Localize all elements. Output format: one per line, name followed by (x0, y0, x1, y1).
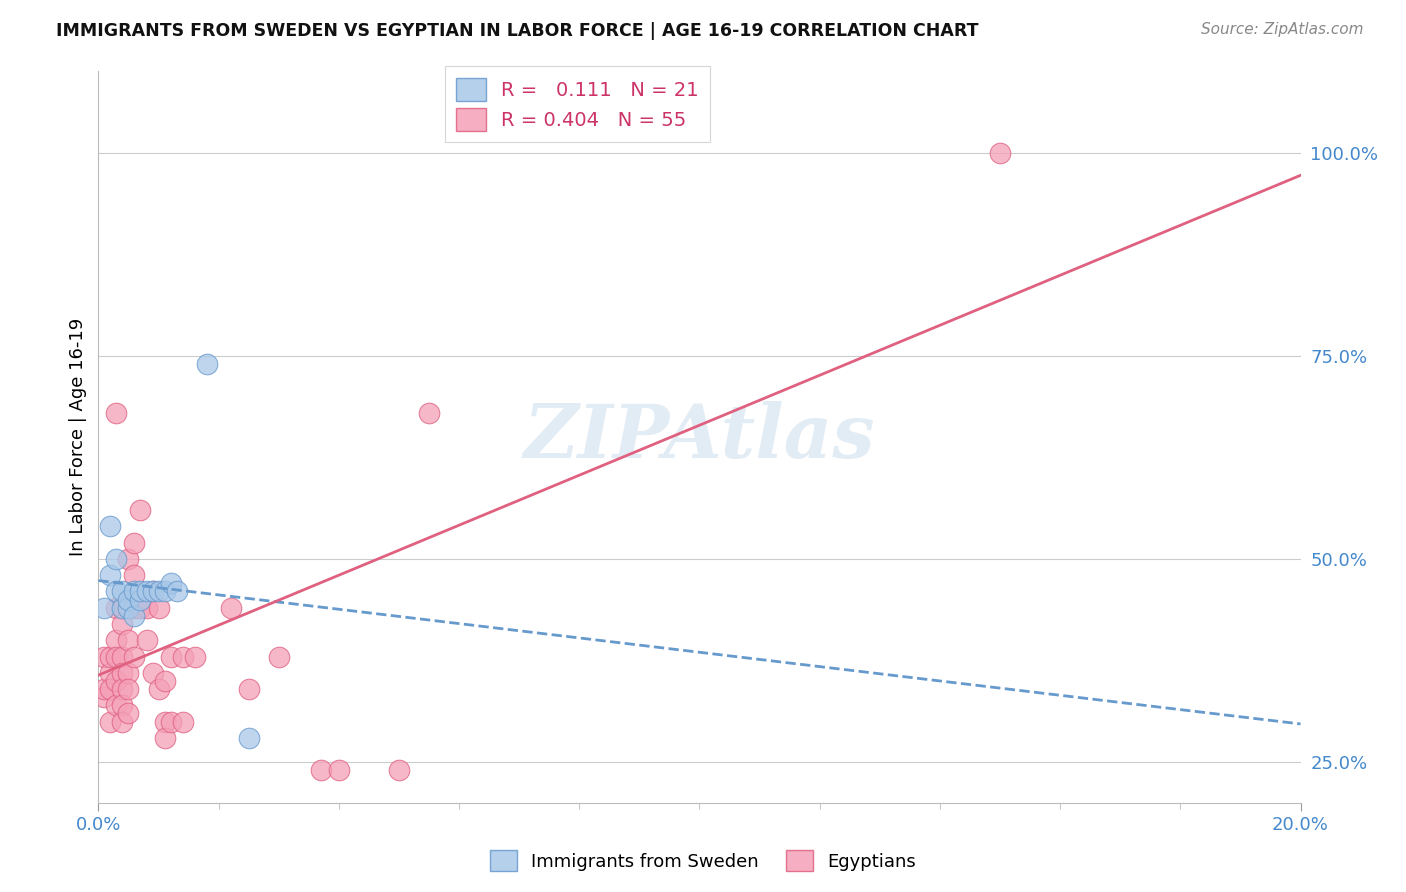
Point (117, 600, 139, 615)
Point (183, 649, 205, 664)
Point (117, 665, 139, 680)
Legend: R =   0.111   N = 21, R = 0.404   N = 55: R = 0.111 N = 21, R = 0.404 N = 55 (444, 66, 710, 143)
Point (105, 649, 128, 664)
Point (159, 649, 181, 664)
Point (129, 600, 152, 615)
Point (172, 649, 194, 664)
Point (117, 633, 139, 648)
Point (105, 584, 128, 599)
Point (111, 600, 134, 615)
Point (141, 584, 163, 599)
Point (93, 681, 115, 696)
Point (418, 406, 440, 420)
Point (124, 649, 146, 664)
Point (148, 584, 170, 599)
Point (159, 714, 181, 729)
Point (100, 568, 122, 582)
Point (153, 714, 176, 729)
Point (117, 681, 139, 696)
Point (111, 681, 134, 696)
Point (124, 584, 146, 599)
Point (124, 608, 146, 623)
Point (105, 552, 128, 566)
Point (100, 665, 122, 680)
Point (111, 649, 134, 664)
Legend: Immigrants from Sweden, Egyptians: Immigrants from Sweden, Egyptians (482, 843, 924, 879)
Point (117, 592, 139, 607)
Point (111, 584, 134, 599)
Point (148, 681, 170, 696)
Point (111, 665, 134, 680)
Point (111, 600, 134, 615)
Point (129, 584, 152, 599)
Point (267, 649, 290, 664)
Point (105, 673, 128, 688)
Y-axis label: In Labor Force | Age 16-19: In Labor Force | Age 16-19 (69, 318, 87, 557)
Point (105, 406, 128, 420)
Text: ZIPAtlas: ZIPAtlas (523, 401, 876, 474)
Point (238, 731, 260, 745)
Point (148, 600, 170, 615)
Point (141, 584, 163, 599)
Point (153, 584, 176, 599)
Text: Source: ZipAtlas.com: Source: ZipAtlas.com (1201, 22, 1364, 37)
Point (105, 633, 128, 648)
Point (159, 576, 181, 591)
Point (135, 600, 157, 615)
Point (124, 568, 146, 582)
Point (219, 600, 242, 615)
Point (124, 600, 146, 615)
Point (988, 145, 1011, 160)
Point (328, 764, 350, 778)
Point (117, 600, 139, 615)
Point (105, 698, 128, 713)
Point (129, 592, 152, 607)
Point (100, 714, 122, 729)
Point (166, 584, 188, 599)
Point (172, 714, 194, 729)
Point (141, 665, 163, 680)
Point (93, 600, 115, 615)
Point (93, 690, 115, 705)
Point (153, 673, 176, 688)
Point (111, 698, 134, 713)
Point (195, 357, 218, 371)
Point (111, 714, 134, 729)
Point (105, 600, 128, 615)
Point (124, 535, 146, 549)
Point (135, 584, 157, 599)
Point (238, 681, 260, 696)
Point (100, 649, 122, 664)
Point (135, 633, 157, 648)
Point (309, 764, 332, 778)
Point (100, 681, 122, 696)
Text: IMMIGRANTS FROM SWEDEN VS EGYPTIAN IN LABOR FORCE | AGE 16-19 CORRELATION CHART: IMMIGRANTS FROM SWEDEN VS EGYPTIAN IN LA… (56, 22, 979, 40)
Point (129, 503, 152, 517)
Point (100, 519, 122, 533)
Point (117, 706, 139, 721)
Point (388, 764, 411, 778)
Point (153, 731, 176, 745)
Point (117, 552, 139, 566)
Point (111, 617, 134, 632)
Point (93, 649, 115, 664)
